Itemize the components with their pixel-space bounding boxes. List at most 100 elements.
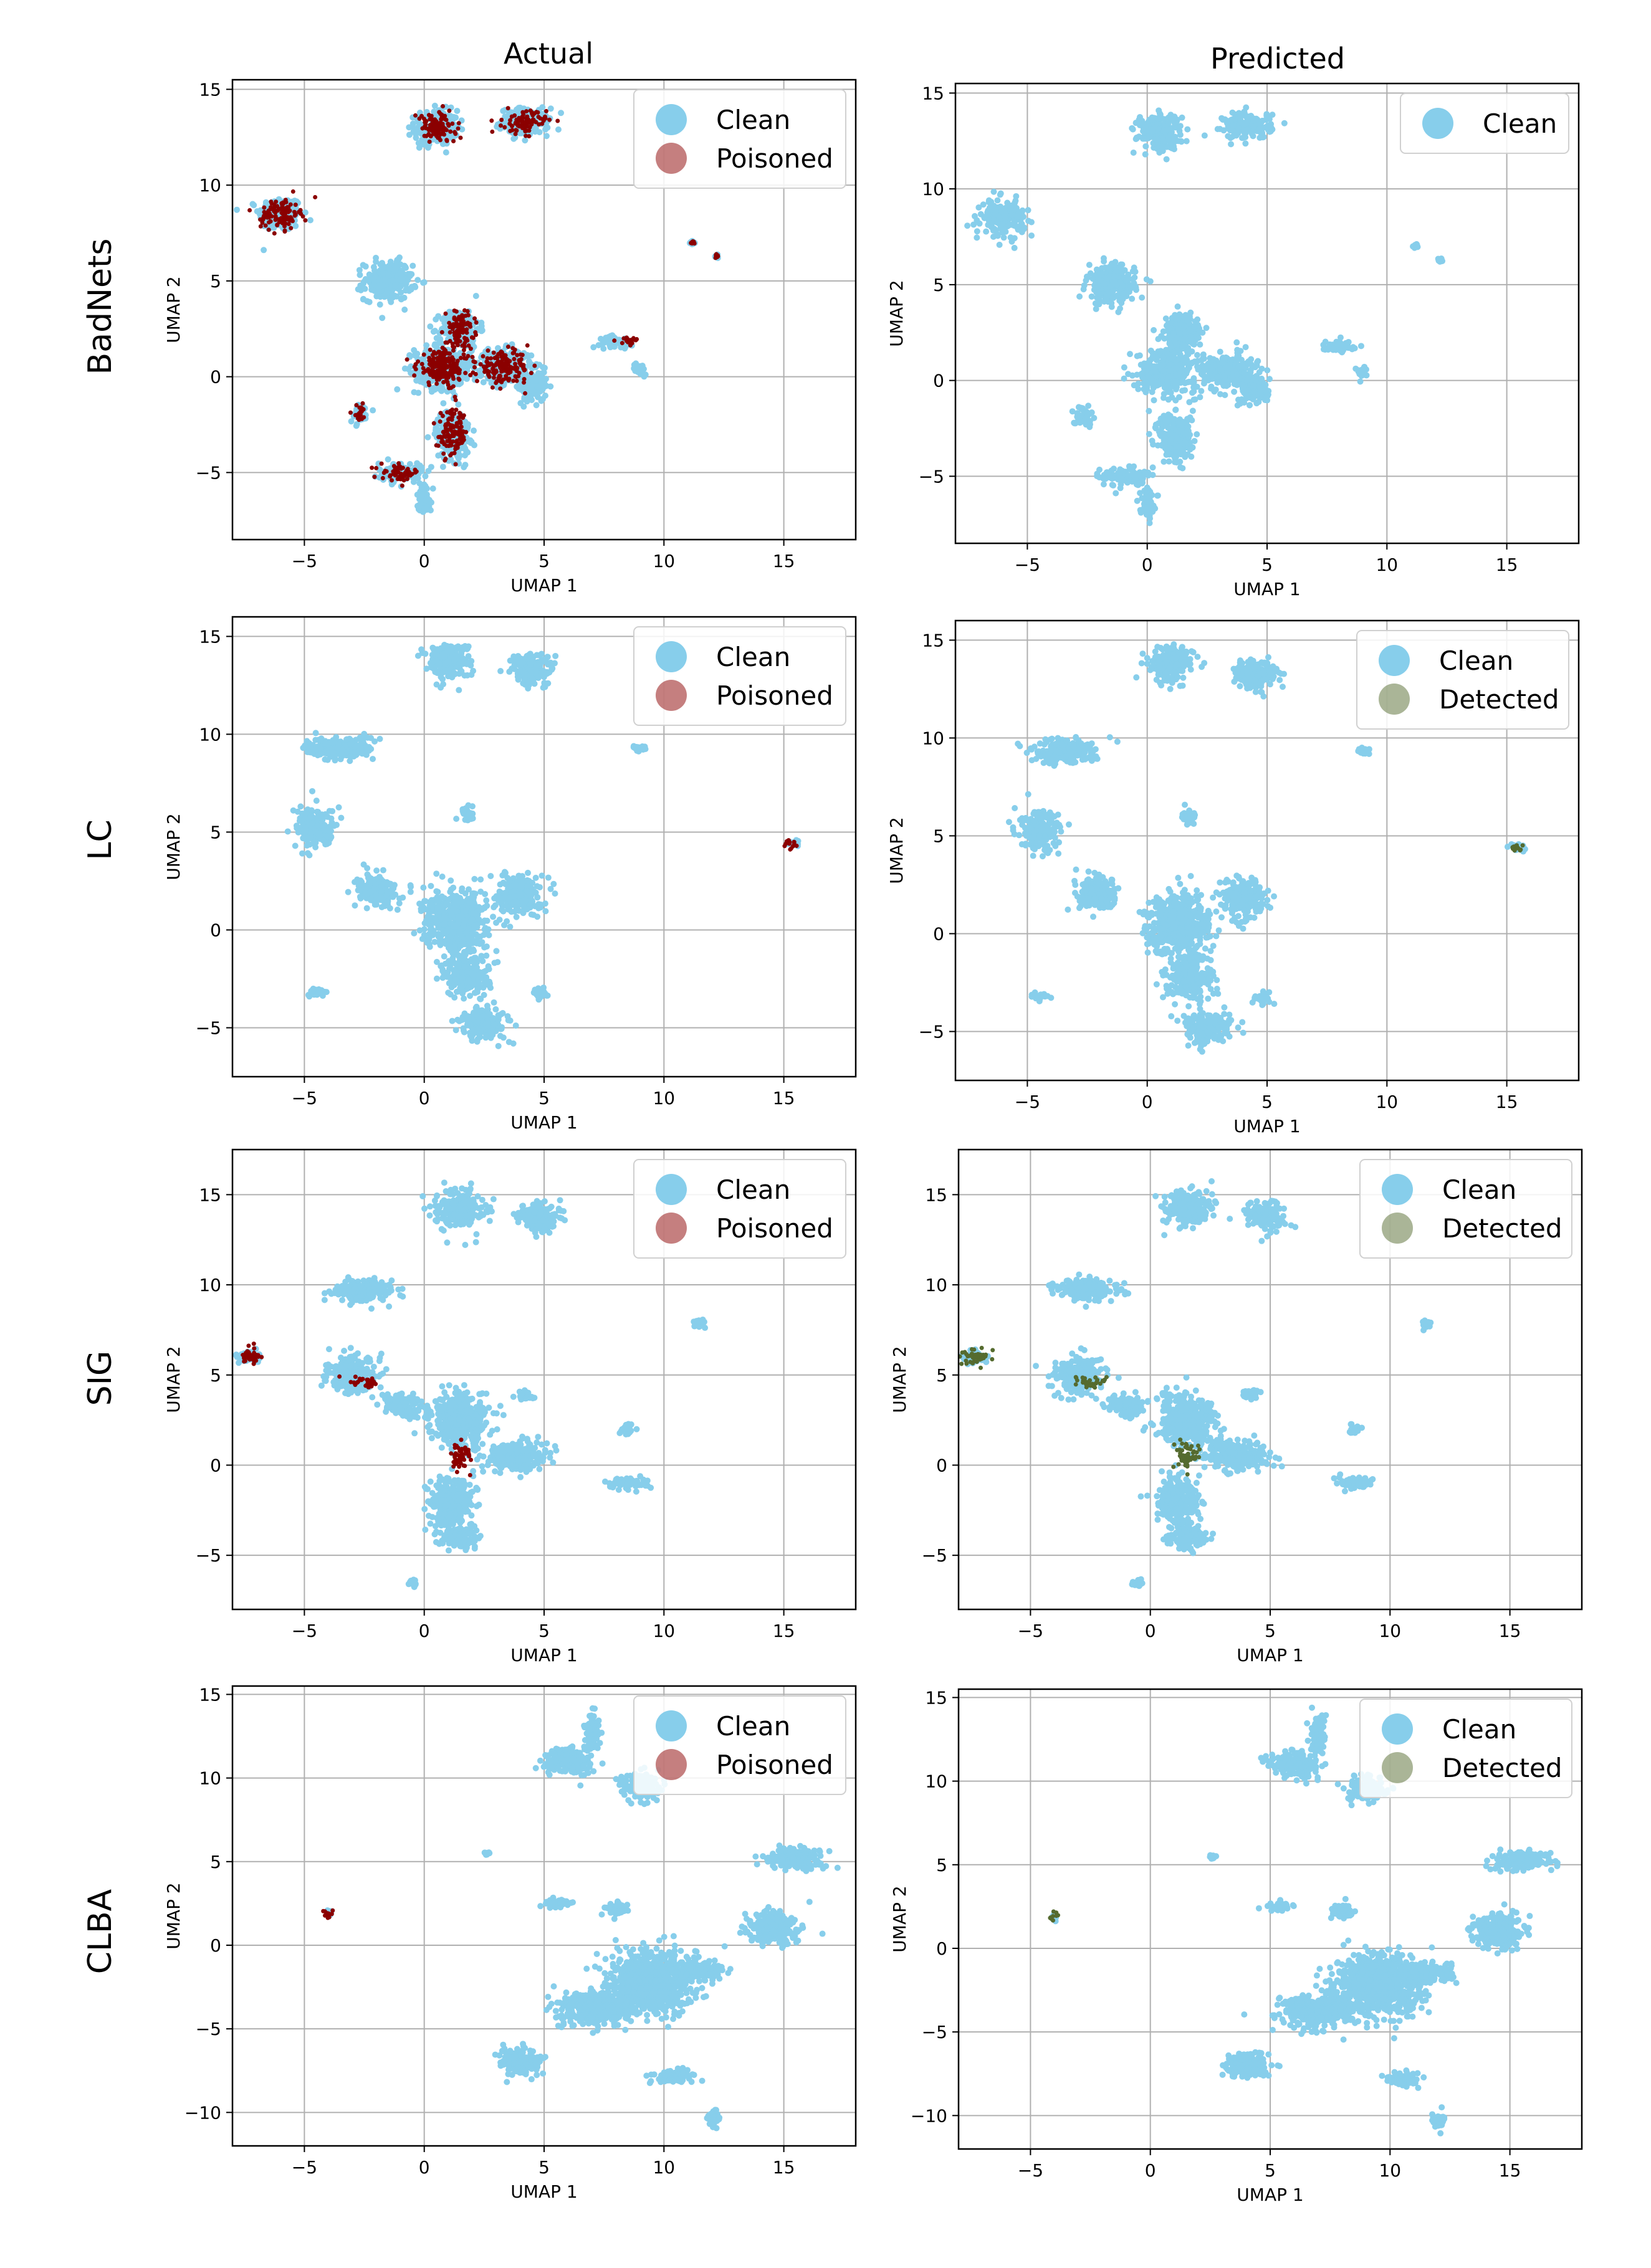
point-clean [529, 387, 535, 394]
y-tick-label: 15 [199, 79, 221, 100]
point-clean [983, 228, 990, 235]
point-poisoned [273, 210, 278, 215]
point-clean [390, 277, 396, 284]
point-poisoned [434, 351, 439, 356]
point-poisoned [435, 376, 440, 381]
point-clean [1190, 388, 1197, 395]
point-clean [1209, 365, 1216, 372]
point-clean [1139, 294, 1146, 301]
point-clean [1162, 315, 1169, 322]
point-poisoned [507, 376, 512, 381]
point-clean [1116, 297, 1123, 304]
point-clean [1129, 126, 1136, 133]
point-clean [366, 298, 373, 305]
point-clean [1129, 372, 1136, 379]
point-poisoned [522, 376, 527, 381]
point-clean [421, 141, 428, 148]
point-clean [413, 377, 420, 384]
point-poisoned [313, 194, 318, 199]
point-poisoned [447, 320, 452, 325]
x-tick-label: 0 [419, 551, 430, 571]
point-poisoned [404, 357, 409, 362]
point-poisoned [423, 126, 428, 131]
point-poisoned [266, 208, 271, 213]
point-clean [1244, 126, 1251, 133]
point-clean [517, 400, 524, 407]
point-clean [1200, 355, 1207, 362]
point-clean [1228, 374, 1235, 381]
point-clean [539, 104, 546, 111]
point-poisoned [447, 351, 452, 356]
point-clean [251, 202, 257, 209]
point-clean [1149, 128, 1156, 135]
point-clean [517, 381, 524, 388]
point-poisoned [449, 424, 454, 429]
point-clean [1146, 407, 1152, 414]
point-clean [1225, 381, 1232, 388]
point-poisoned [486, 348, 491, 353]
point-clean [538, 398, 545, 404]
point-poisoned [452, 333, 457, 338]
point-poisoned [440, 368, 445, 373]
point-clean [1096, 294, 1103, 301]
point-poisoned [528, 108, 533, 113]
point-poisoned [282, 228, 287, 233]
point-clean [997, 191, 1003, 198]
point-poisoned [446, 375, 451, 380]
point-clean [988, 222, 995, 229]
point-poisoned [448, 411, 453, 416]
point-clean [1121, 375, 1127, 382]
point-clean [977, 211, 984, 217]
point-poisoned [442, 347, 447, 352]
point-clean [1264, 367, 1271, 374]
point-poisoned [461, 348, 466, 353]
point-clean [418, 467, 425, 474]
point-clean [391, 282, 398, 289]
point-clean [980, 201, 987, 208]
point-poisoned [383, 469, 388, 474]
point-poisoned [431, 421, 436, 426]
point-clean [412, 284, 419, 290]
point-clean [1101, 280, 1108, 287]
point-clean [1196, 329, 1203, 336]
point-poisoned [504, 356, 509, 361]
point-poisoned [454, 407, 459, 412]
point-clean [1178, 368, 1185, 374]
point-clean [555, 126, 562, 133]
point-clean [1266, 115, 1273, 122]
point-poisoned [390, 478, 395, 483]
point-clean [471, 427, 477, 434]
point-poisoned [290, 189, 295, 194]
point-poisoned [260, 221, 265, 226]
clean-cluster [964, 188, 1035, 251]
point-clean [418, 484, 425, 491]
point-poisoned [444, 138, 449, 143]
point-clean [377, 261, 384, 268]
point-clean [1000, 226, 1007, 232]
point-clean [1129, 295, 1136, 302]
point-poisoned [421, 352, 426, 357]
point-poisoned [527, 125, 532, 130]
point-poisoned [513, 131, 518, 136]
point-poisoned [470, 355, 475, 360]
point-poisoned [451, 348, 456, 353]
point-clean [1086, 262, 1093, 269]
point-clean [993, 209, 1000, 216]
point-clean [1151, 397, 1157, 404]
point-clean [468, 439, 475, 446]
point-clean [543, 133, 550, 140]
point-clean [1241, 370, 1248, 377]
point-poisoned [523, 122, 528, 127]
point-clean [1093, 305, 1099, 312]
point-clean [376, 301, 383, 308]
point-poisoned [437, 356, 442, 361]
point-poisoned [455, 432, 460, 437]
point-clean [1028, 232, 1035, 239]
point-clean [1146, 431, 1152, 437]
point-poisoned [446, 386, 451, 391]
scatter-points [234, 102, 721, 515]
point-poisoned [531, 118, 536, 123]
point-clean [462, 445, 469, 452]
point-clean [521, 396, 528, 403]
x-axis-label: UMAP 1 [510, 575, 577, 596]
